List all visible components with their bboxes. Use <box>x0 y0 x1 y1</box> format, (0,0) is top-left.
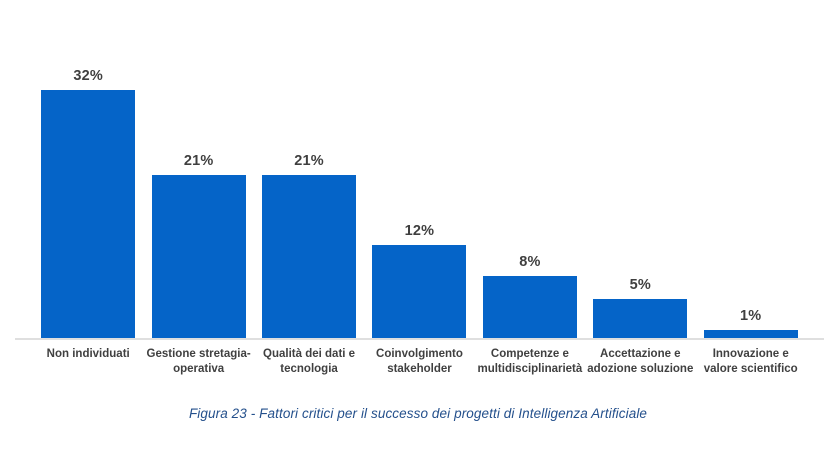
bar-stack: 5% <box>593 56 688 338</box>
bar-value-label: 8% <box>519 254 541 270</box>
bar-column: 1% Innovazione e valore scientifico <box>696 56 806 377</box>
bar-category-label: Qualità dei dati e tecnologia <box>263 348 356 375</box>
figure-caption: Figura 23 - Fattori critici per il succe… <box>188 406 648 421</box>
bar-column: 32% Non individuati <box>33 56 143 377</box>
bar-category-label: Competenze e multidisciplinarietà <box>477 348 583 375</box>
bar-column: 5% Accettazione e adozione soluzione <box>585 56 695 377</box>
bar-stack: 21% <box>151 56 246 338</box>
bar-category-label: Non individuati <box>46 348 130 360</box>
bar-value-label: 32% <box>73 68 104 84</box>
bar-stack: 8% <box>482 56 577 338</box>
bar-column: 8% Competenze e multidisciplinarietà <box>475 56 585 377</box>
bar-column: 21% Gestione stretagia-operativa <box>143 56 253 377</box>
bar-value-label: 12% <box>404 223 435 239</box>
bar-category-label: Accettazione e adozione soluzione <box>587 348 694 375</box>
bar <box>262 175 357 338</box>
bar <box>151 175 246 338</box>
bar-column: 21% Qualità dei dati e tecnologia <box>254 56 364 377</box>
bar-columns: 32% Non individuati 21% Gestione stretagia-… <box>33 56 806 377</box>
bar-value-label: 21% <box>183 153 214 170</box>
bar-value-label: 21% <box>294 153 324 170</box>
bar-category-label: Gestione stretagia-operativa <box>146 348 251 375</box>
bar <box>703 330 798 338</box>
bar-stack: 1% <box>703 56 798 338</box>
bar <box>482 276 577 338</box>
bar-category-label: Innovazione e valore scientifico <box>703 348 798 375</box>
bar-stack: 21% <box>262 56 357 338</box>
x-axis-line <box>15 338 824 340</box>
bar-column: 12% Coinvolgimento stakeholder <box>364 56 474 377</box>
bar <box>593 299 688 338</box>
bar-stack: 32% <box>41 56 136 338</box>
bar-stack: 12% <box>372 56 467 338</box>
bar <box>41 90 136 338</box>
bar-value-label: 1% <box>740 308 762 325</box>
bar-chart: 32% Non individuati 21% Gestione stretagia-… <box>0 56 836 377</box>
bar <box>372 245 467 338</box>
bar-category-label: Coinvolgimento stakeholder <box>376 348 463 375</box>
bar-value-label: 5% <box>629 277 651 294</box>
